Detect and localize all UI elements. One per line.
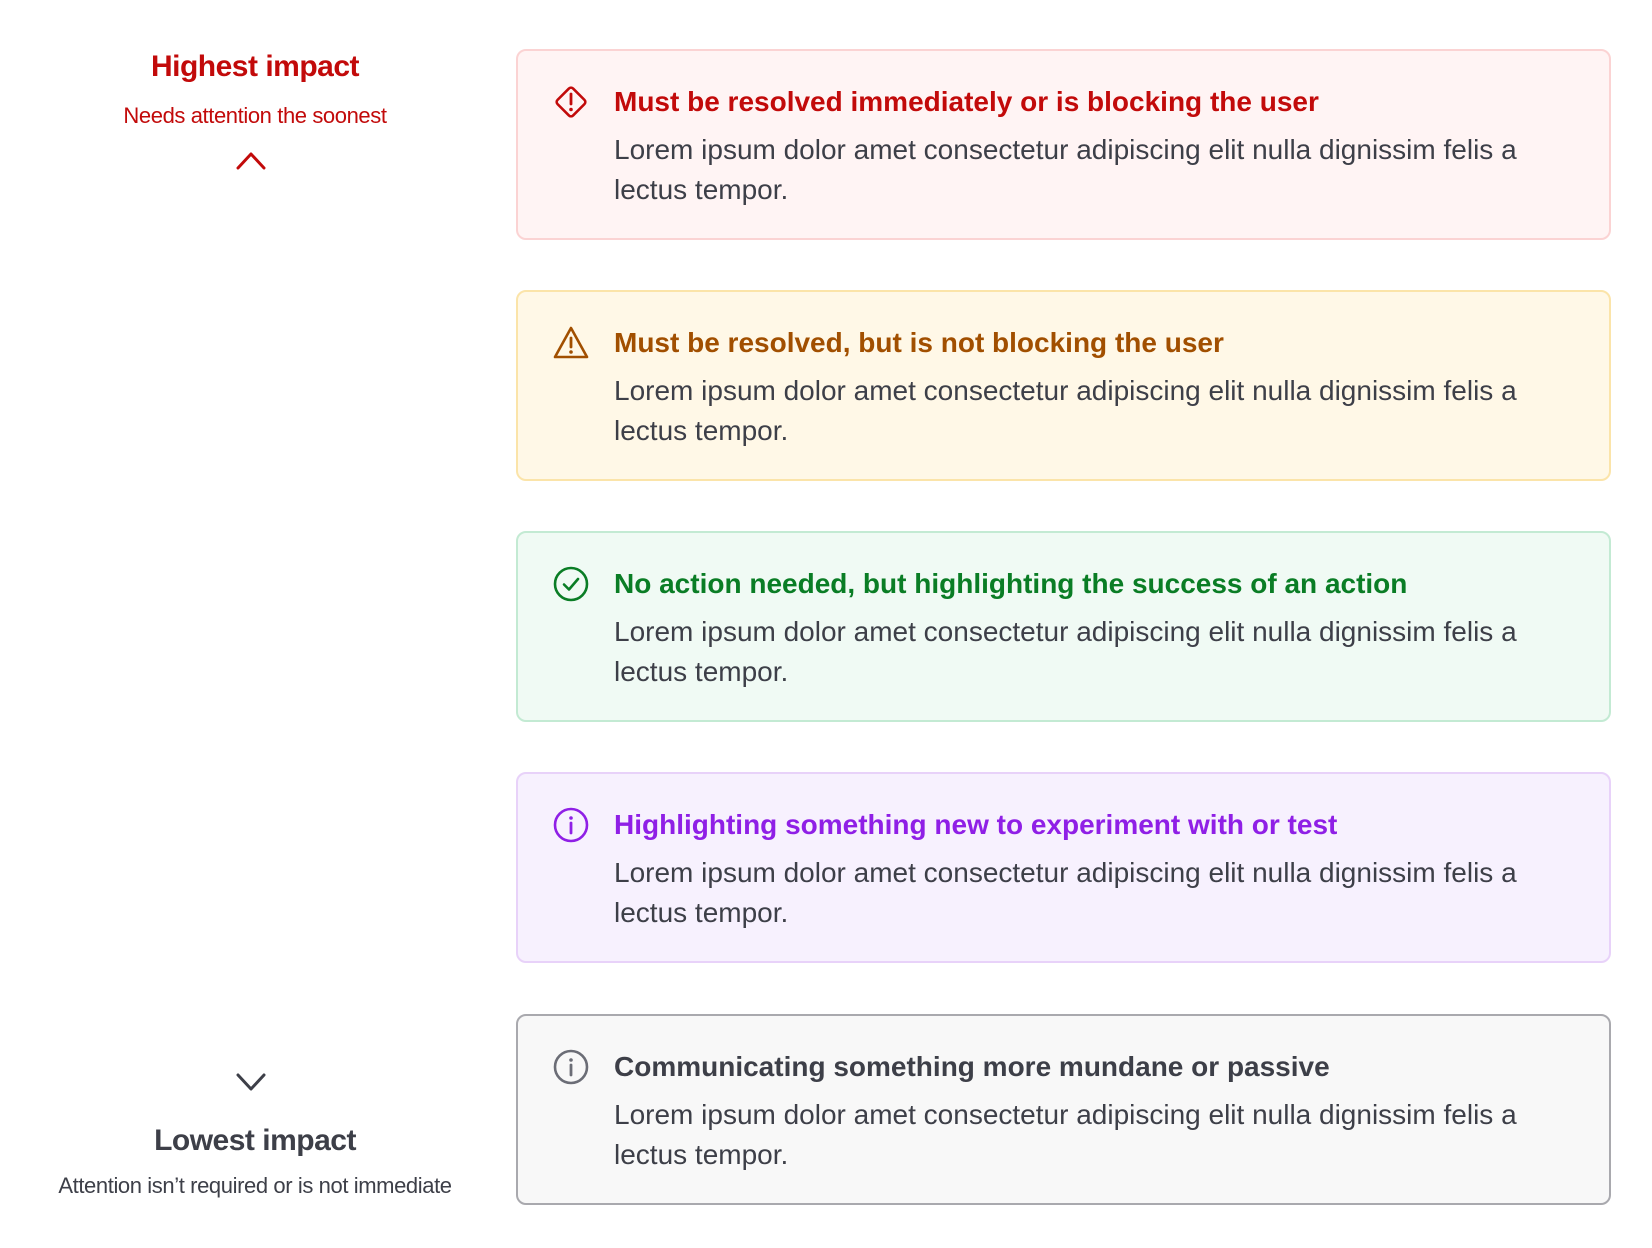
alert-title: Communicating something more mundane or … (614, 1051, 1330, 1082)
alert-title: Must be resolved, but is not blocking th… (614, 327, 1224, 358)
warning-triangle-icon (553, 326, 589, 359)
arrow-up-head-icon (236, 152, 266, 170)
alert-body: Lorem ipsum dolor amet consectetur adipi… (614, 857, 1517, 928)
alert-warning: Must be resolved, but is not blocking th… (516, 290, 1611, 481)
alert-title: Highlighting something new to experiment… (614, 809, 1338, 840)
alert-body: Lorem ipsum dolor amet consectetur adipi… (614, 134, 1517, 205)
diamond-exclamation-icon (555, 86, 587, 118)
alert-critical: Must be resolved immediately or is block… (516, 49, 1611, 240)
alert-title: Must be resolved immediately or is block… (614, 86, 1319, 117)
lowest-impact-subtitle: Attention isn’t required or is not immed… (58, 1173, 452, 1198)
arrow-down-head-icon (236, 1073, 266, 1091)
info-circle-icon (553, 807, 589, 843)
highest-impact-subtitle: Needs attention the soonest (123, 103, 387, 128)
impact-scale-arrow (236, 152, 266, 1091)
alert-discovery: Highlighting something new to experiment… (516, 772, 1611, 963)
alert-body: Lorem ipsum dolor amet consectetur adipi… (614, 375, 1517, 446)
alert-title: No action needed, but highlighting the s… (614, 568, 1408, 599)
alert-success: No action needed, but highlighting the s… (516, 531, 1611, 722)
lowest-impact-label: Lowest impact (154, 1124, 356, 1157)
check-circle-icon (553, 566, 589, 602)
alert-body: Lorem ipsum dolor amet consectetur adipi… (614, 616, 1517, 687)
highest-impact-label: Highest impact (150, 50, 360, 83)
alert-body: Lorem ipsum dolor amet consectetur adipi… (614, 1099, 1517, 1170)
info-circle-icon (553, 1049, 589, 1085)
alert-neutral: Communicating something more mundane or … (516, 1014, 1611, 1205)
